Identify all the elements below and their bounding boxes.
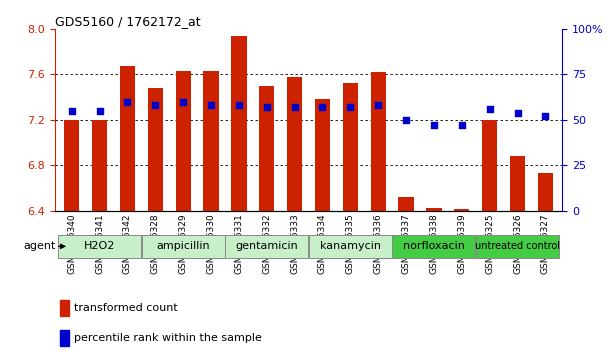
Bar	[259, 86, 274, 211]
Bar	[148, 88, 163, 211]
Bar	[120, 66, 135, 211]
Text: agent: agent	[23, 241, 56, 251]
Point	[541, 113, 551, 119]
Point	[67, 108, 76, 114]
Bar	[203, 71, 219, 211]
Point	[318, 104, 327, 110]
Bar	[60, 300, 69, 316]
Text: percentile rank within the sample: percentile rank within the sample	[75, 333, 262, 343]
Bar	[510, 156, 525, 211]
Bar	[175, 71, 191, 211]
Bar	[538, 173, 553, 211]
Text: norfloxacin: norfloxacin	[403, 241, 465, 251]
Text: untreated control: untreated control	[475, 241, 560, 251]
Point	[345, 104, 355, 110]
Text: gentamicin: gentamicin	[235, 241, 298, 251]
Text: H2O2: H2O2	[84, 241, 115, 251]
Point	[373, 102, 383, 108]
Bar	[142, 236, 225, 258]
Point	[206, 102, 216, 108]
Text: transformed count: transformed count	[75, 303, 178, 313]
Bar	[398, 197, 414, 211]
Bar	[225, 236, 309, 258]
Point	[150, 102, 160, 108]
Text: GDS5160 / 1762172_at: GDS5160 / 1762172_at	[55, 15, 200, 28]
Point	[457, 122, 467, 128]
Bar	[58, 236, 141, 258]
Point	[513, 110, 522, 115]
Bar	[392, 236, 475, 258]
Point	[429, 122, 439, 128]
Bar	[287, 77, 302, 211]
Point	[485, 106, 494, 112]
Bar	[231, 36, 247, 211]
Point	[401, 117, 411, 123]
Bar	[482, 120, 497, 211]
Bar	[309, 236, 392, 258]
Bar	[92, 120, 108, 211]
Text: kanamycin: kanamycin	[320, 241, 381, 251]
Point	[95, 108, 104, 114]
Bar	[64, 120, 79, 211]
Bar	[454, 209, 469, 211]
Point	[234, 102, 244, 108]
Bar	[60, 330, 69, 346]
Text: ampicillin: ampicillin	[156, 241, 210, 251]
Bar	[426, 208, 442, 211]
Bar	[476, 236, 559, 258]
Bar	[315, 99, 330, 211]
Point	[123, 99, 133, 105]
Point	[290, 104, 299, 110]
Point	[178, 99, 188, 105]
Bar	[370, 72, 386, 211]
Bar	[343, 83, 358, 211]
Point	[262, 104, 272, 110]
